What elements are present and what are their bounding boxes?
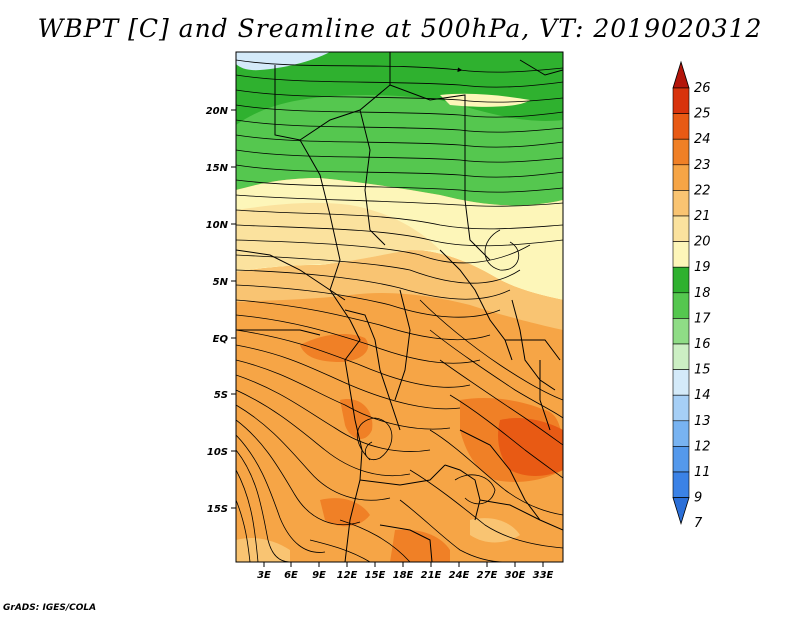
colorbar-label: 7 xyxy=(694,516,703,531)
lon-tick-label: 18E xyxy=(393,570,414,581)
colorbar-label: 25 xyxy=(694,107,711,122)
colorbar-label: 22 xyxy=(694,183,711,198)
colorbar: 26 25 24 23 22 21 20 19 18 17 16 15 14 13 12 11 9 7 xyxy=(672,60,711,531)
colorbar-swatch xyxy=(672,215,690,242)
lat-tick-label: 15S xyxy=(207,504,228,515)
latitude-axis: 20N 15N 10N 5N EQ 5S 10S 15S xyxy=(206,106,236,515)
colorbar-label: 15 xyxy=(694,363,711,378)
colorbar-label: 21 xyxy=(694,209,711,224)
colorbar-label: 16 xyxy=(694,337,711,352)
colorbar-swatch xyxy=(672,164,690,191)
colorbar-label: 26 xyxy=(694,81,711,96)
plot-frame xyxy=(235,51,564,563)
colorbar-max-arrow xyxy=(672,60,690,89)
colorbar-swatch xyxy=(672,190,690,217)
colorbar-label: 11 xyxy=(694,465,711,480)
streamlines xyxy=(236,59,563,562)
wbpt-field xyxy=(236,52,563,562)
colorbar-swatch xyxy=(672,113,690,140)
colorbar-label: 18 xyxy=(694,286,711,301)
lon-tick-label: 30E xyxy=(505,570,526,581)
longitude-axis: 3E 6E 9E 12E 15E 18E 21E 24E 27E 30E 33E xyxy=(257,562,554,581)
lon-tick-label: 33E xyxy=(533,570,554,581)
credit-text: GrADS: IGES/COLA xyxy=(3,603,97,613)
colorbar-label: 13 xyxy=(694,414,711,429)
colorbar-swatch xyxy=(672,420,690,447)
colorbar-swatch xyxy=(672,138,690,166)
map-title: WBPT [C] and Sreamline at 500hPa, VT: 20… xyxy=(37,14,763,43)
colorbar-swatch xyxy=(672,87,690,114)
lat-tick-label: 10N xyxy=(206,220,229,231)
colorbar-swatch xyxy=(672,394,690,422)
colorbar-swatch xyxy=(672,292,690,319)
lon-tick-label: 15E xyxy=(365,570,386,581)
lat-tick-label: 15N xyxy=(206,163,229,174)
lon-tick-label: 9E xyxy=(312,570,326,581)
lat-tick-label: 20N xyxy=(206,106,229,117)
colorbar-label: 14 xyxy=(694,388,711,403)
colorbar-label: 23 xyxy=(694,158,711,173)
colorbar-swatch xyxy=(672,369,690,396)
colorbar-label: 12 xyxy=(694,439,711,454)
lon-tick-label: 27E xyxy=(477,570,498,581)
colorbar-label: 17 xyxy=(694,311,711,326)
colorbar-swatch xyxy=(672,318,690,345)
colorbar-label: 24 xyxy=(694,132,711,147)
lon-tick-label: 24E xyxy=(449,570,470,581)
lon-tick-label: 3E xyxy=(257,570,271,581)
colorbar-label: 19 xyxy=(694,260,711,275)
lat-tick-label: 5N xyxy=(213,277,229,288)
colorbar-swatch xyxy=(672,343,690,370)
colorbar-swatch xyxy=(672,471,690,498)
lat-tick-label: 5S xyxy=(214,390,228,401)
country-borders xyxy=(236,52,563,562)
colorbar-swatch xyxy=(672,446,690,473)
colorbar-swatch xyxy=(672,241,690,268)
lat-tick-label: 10S xyxy=(207,447,228,458)
colorbar-label: 20 xyxy=(694,235,711,250)
lon-tick-label: 6E xyxy=(284,570,298,581)
lon-tick-label: 21E xyxy=(421,570,442,581)
lat-tick-label: EQ xyxy=(213,334,229,345)
colorbar-min-arrow xyxy=(672,497,690,525)
lon-tick-label: 12E xyxy=(337,570,358,581)
colorbar-label: 9 xyxy=(694,491,702,506)
colorbar-swatch xyxy=(672,266,690,294)
